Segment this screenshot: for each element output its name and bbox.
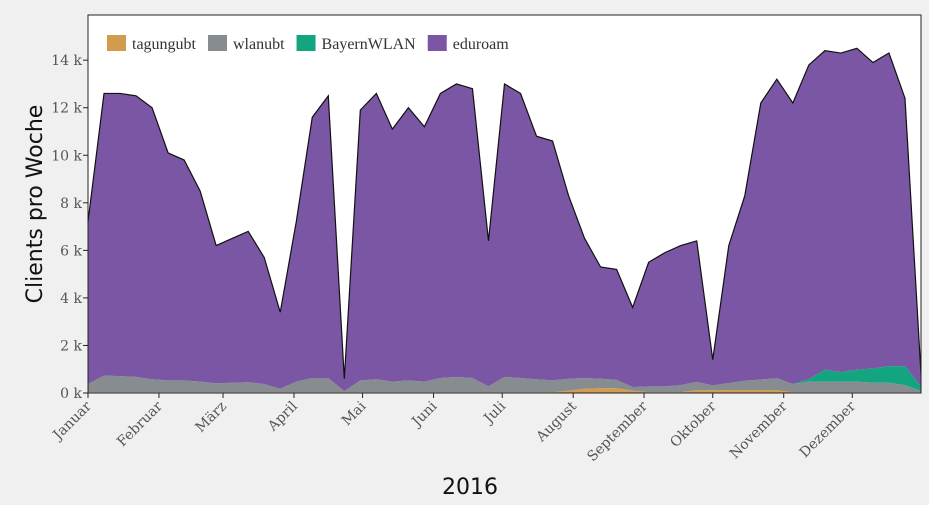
y-tick-label: 14 k bbox=[51, 53, 82, 69]
x-tick-label: August bbox=[533, 398, 581, 446]
area bbox=[88, 48, 921, 392]
plot-border bbox=[87, 14, 922, 394]
area-outline bbox=[87, 47, 922, 379]
x-tick-label: April bbox=[264, 398, 301, 435]
x-axis-label: 2016 bbox=[442, 475, 498, 500]
x-tick-label: Februar bbox=[114, 398, 166, 450]
x-tick-label: Juni bbox=[408, 398, 441, 431]
y-tick-label: 0 k bbox=[60, 386, 82, 402]
y-tick-label: 12 k bbox=[51, 101, 82, 117]
legend-swatch bbox=[208, 35, 227, 51]
legend-label: eduroam bbox=[453, 36, 510, 53]
legend-label: BayernWLAN bbox=[322, 36, 417, 53]
y-tick-label: 2 k bbox=[60, 338, 82, 354]
legend-swatch bbox=[296, 35, 316, 51]
legend-swatch bbox=[107, 35, 126, 51]
area bbox=[88, 388, 921, 393]
x-tick-label: September bbox=[584, 398, 651, 465]
y-tick-label: 10 k bbox=[51, 148, 82, 164]
x-tick-label: Januar bbox=[49, 398, 95, 444]
x-tick-label: Dezember bbox=[797, 398, 860, 461]
x-tick-label: Oktober bbox=[667, 398, 720, 451]
y-tick-label: 4 k bbox=[60, 291, 82, 307]
x-tick-label: März bbox=[193, 399, 230, 436]
area bbox=[88, 375, 921, 393]
legend-swatch bbox=[427, 35, 447, 51]
x-tick-label: November bbox=[727, 398, 791, 462]
y-tick-label: 8 k bbox=[60, 196, 82, 212]
legend-label: wlanubt bbox=[233, 36, 285, 53]
x-tick-label: Mai bbox=[339, 398, 370, 429]
y-tick-label: 6 k bbox=[60, 243, 82, 259]
x-tick-label: Juli bbox=[480, 398, 510, 428]
legend-label: tagungubt bbox=[132, 36, 197, 53]
y-axis-label: Clients pro Woche bbox=[23, 105, 48, 304]
